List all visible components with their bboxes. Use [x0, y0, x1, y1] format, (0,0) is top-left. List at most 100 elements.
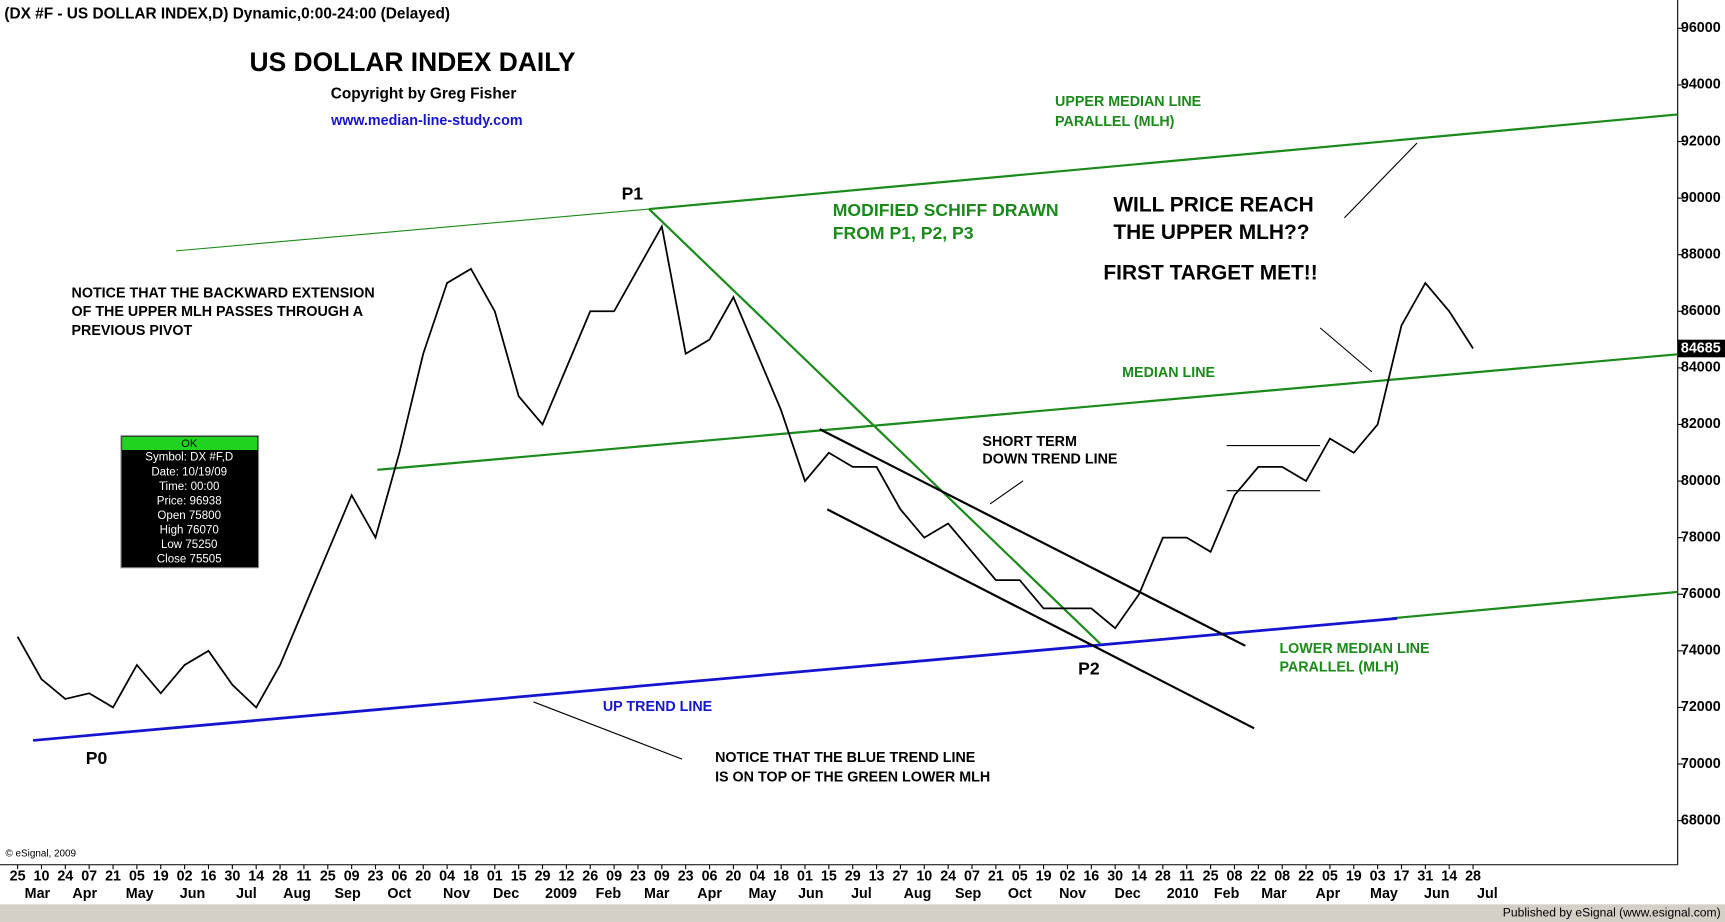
- x-tick-label: 22: [1250, 869, 1266, 885]
- x-month-label: Feb: [596, 886, 622, 902]
- annotation: UP TREND LINE: [603, 699, 712, 715]
- x-tick-label: 05: [129, 869, 145, 885]
- x-month-label: Aug: [283, 886, 311, 902]
- upper-mlh-extension: [175, 208, 650, 252]
- info-box-status-bg: [122, 436, 258, 450]
- x-tick-label: 14: [248, 869, 264, 885]
- x-month-label: 2010: [1167, 886, 1199, 902]
- x-tick-label: 08: [1227, 869, 1243, 885]
- x-month-label: May: [1370, 886, 1398, 902]
- y-tick-label: 96000: [1681, 20, 1721, 36]
- annotation: MODIFIED SCHIFF DRAWN: [833, 200, 1059, 220]
- last-price-box: [1677, 339, 1725, 358]
- upper-mlh: [648, 113, 1678, 211]
- info-box: OK Symbol: DX #F,D Date: 10/19/09 Time: 00…: [120, 435, 260, 569]
- x-tick-label: 24: [57, 869, 73, 885]
- x-tick-label: 09: [344, 869, 360, 885]
- median-line: [377, 353, 1678, 471]
- x-tick-label: 30: [1107, 869, 1123, 885]
- annotation: DOWN TREND LINE: [982, 452, 1117, 468]
- x-tick-label: 07: [964, 869, 980, 885]
- y-tick-label: 90000: [1681, 190, 1721, 206]
- annotation: PARALLEL (MLH): [1279, 660, 1399, 676]
- annotation: NOTICE THAT THE BLUE TREND LINE: [715, 750, 975, 766]
- x-tick-label: 16: [201, 869, 217, 885]
- x-tick-label: 07: [81, 869, 97, 885]
- x-tick-label: 04: [439, 869, 455, 885]
- annotation: THE UPPER MLH??: [1113, 221, 1309, 244]
- x-month-label: Aug: [904, 886, 932, 902]
- y-tick-label: 84000: [1681, 360, 1721, 376]
- info-box-line: High 76070: [160, 524, 219, 536]
- info-box-line: Symbol: DX #F,D: [145, 452, 233, 464]
- x-month-label: May: [748, 886, 776, 902]
- x-month-label: Sep: [335, 886, 361, 902]
- x-tick-label: 14: [1441, 869, 1457, 885]
- x-tick-label: 21: [988, 869, 1004, 885]
- x-tick-label: 31: [1417, 869, 1433, 885]
- x-month-label: Oct: [387, 886, 411, 902]
- x-tick-label: 30: [224, 869, 240, 885]
- x-tick-label: 16: [1083, 869, 1099, 885]
- info-box-line: Date: 10/19/09: [151, 466, 227, 478]
- x-tick-label: 01: [487, 869, 503, 885]
- x-tick-label: 25: [10, 869, 26, 885]
- x-month-label: Jul: [851, 886, 872, 902]
- x-tick-label: 06: [391, 869, 407, 885]
- info-box-line: Close 75505: [157, 553, 222, 565]
- x-tick-label: 20: [725, 869, 741, 885]
- x-month-label: 2009: [545, 886, 577, 902]
- subtitle: Copyright by Greg Fisher: [331, 86, 517, 103]
- info-box-status: OK: [181, 438, 198, 450]
- x-month-label: Apr: [1316, 886, 1341, 902]
- x-tick-label: 27: [892, 869, 908, 885]
- x-tick-label: 02: [177, 869, 193, 885]
- y-tick-label: 74000: [1681, 643, 1721, 659]
- x-tick-label: 29: [845, 869, 861, 885]
- pointer: [1343, 142, 1418, 219]
- x-tick-label: 03: [1370, 869, 1386, 885]
- x-tick-label: 29: [535, 869, 551, 885]
- x-tick-label: 05: [1322, 869, 1338, 885]
- x-month-label: Mar: [1261, 886, 1287, 902]
- price-line: [16, 223, 1474, 709]
- x-tick-label: 28: [1155, 869, 1171, 885]
- x-tick-label: 01: [797, 869, 813, 885]
- x-tick-label: 19: [153, 869, 169, 885]
- y-tick-label: 80000: [1681, 473, 1721, 489]
- y-tick-label: 86000: [1681, 303, 1721, 319]
- x-month-label: Mar: [25, 886, 51, 902]
- header: (DX #F - US DOLLAR INDEX,D) Dynamic,0:00…: [4, 5, 450, 22]
- x-tick-label: 20: [415, 869, 431, 885]
- annotation: MEDIAN LINE: [1122, 365, 1215, 381]
- x-month-label: Apr: [72, 886, 97, 902]
- y-tick-label: 88000: [1681, 246, 1721, 262]
- info-box-bg: [120, 435, 260, 569]
- info-box-line: Price: 96938: [157, 495, 222, 507]
- annotation: LOWER MEDIAN LINE: [1279, 641, 1429, 657]
- x-month-label: Jun: [798, 886, 823, 902]
- x-tick-label: 11: [296, 869, 311, 885]
- annotation: OF THE UPPER MLH PASSES THROUGH A: [72, 304, 364, 320]
- annotation: FROM P1, P2, P3: [833, 223, 974, 243]
- x-tick-label: 28: [1465, 869, 1481, 885]
- x-tick-label: 18: [463, 869, 479, 885]
- pointer: [989, 480, 1024, 505]
- url: www.median-line-study.com: [330, 113, 522, 129]
- x-tick-label: 04: [749, 869, 765, 885]
- down-trend-lower: [826, 508, 1255, 730]
- footer-left: © eSignal, 2009: [6, 848, 77, 859]
- footer-bar: [0, 904, 1725, 922]
- x-tick-label: 08: [1274, 869, 1290, 885]
- x-tick-label: 24: [940, 869, 956, 885]
- down-trend-upper: [819, 428, 1246, 647]
- annotation: PREVIOUS PIVOT: [72, 323, 193, 339]
- x-month-label: Nov: [443, 886, 470, 902]
- y-tick-label: 72000: [1681, 699, 1721, 715]
- annotation: WILL PRICE REACH: [1113, 193, 1313, 216]
- pointer: [533, 701, 683, 760]
- x-month-label: Jun: [1424, 886, 1449, 902]
- x-tick-label: 17: [1394, 869, 1410, 885]
- up-trend-line: [32, 616, 1398, 742]
